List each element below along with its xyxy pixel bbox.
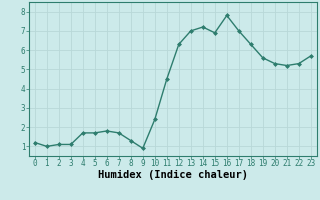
X-axis label: Humidex (Indice chaleur): Humidex (Indice chaleur) [98, 170, 248, 180]
